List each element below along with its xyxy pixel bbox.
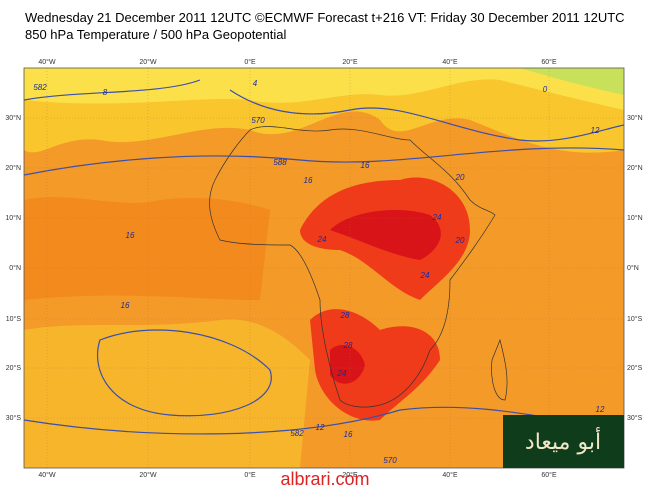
lat-label-right: 30°N [627, 114, 643, 122]
lat-label-right: 0°N [627, 264, 639, 272]
contour-label: 28 [343, 341, 353, 350]
lon-label-top: 60°E [541, 58, 557, 66]
lat-label-right: 10°N [627, 214, 643, 222]
lon-label-bottom: 60°E [541, 471, 557, 479]
contour-label: 16 [126, 231, 135, 240]
lon-label-top: 40°E [442, 58, 458, 66]
lat-label-right: 20°N [627, 164, 643, 172]
lon-label-top: 0°E [244, 58, 256, 66]
contour-label: 24 [432, 213, 442, 222]
contour-label: 570 [251, 116, 265, 125]
lat-label-right: 20°S [627, 364, 643, 372]
contour-label: 12 [316, 423, 325, 432]
lat-label-left: 10°S [6, 315, 22, 323]
subtitle: 850 hPa Temperature / 500 hPa Geopotenti… [25, 27, 287, 42]
title: Wednesday 21 December 2011 12UTC ©ECMWF … [25, 10, 625, 25]
lon-label-bottom: 20°W [139, 471, 157, 479]
map-area: 582 570 588 8 12 16 16 16 20 20 24 24 24 28 28 24 16 12 16… [24, 68, 624, 468]
lon-label-bottom: 20°E [342, 471, 358, 479]
lat-label-left: 30°S [6, 414, 22, 422]
watermark-arabic: أبو ميعاد [525, 427, 601, 455]
contour-label: 588 [273, 158, 287, 167]
contour-label: 12 [591, 126, 600, 135]
contour-label: 20 [455, 236, 465, 245]
contour-label: 20 [455, 173, 465, 182]
contour-label: 24 [317, 235, 327, 244]
contour-label: 24 [420, 271, 430, 280]
contour-label: 0 [543, 85, 548, 94]
contour-label: 582 [33, 83, 47, 92]
contour-label: 16 [344, 430, 353, 439]
contour-label: 8 [103, 88, 108, 97]
contour-label: 16 [304, 176, 313, 185]
lat-label-left: 30°N [5, 114, 21, 122]
contour-label: 16 [361, 161, 370, 170]
contour-label: 24 [337, 369, 347, 378]
lon-label-bottom: 40°W [38, 471, 56, 479]
map-frame [23, 67, 625, 469]
lat-label-left: 0°N [9, 264, 21, 272]
lon-label-bottom: 0°E [244, 471, 256, 479]
watermark-site: albrari.com [280, 469, 369, 488]
contour-label: 12 [596, 405, 605, 414]
lat-label-left: 20°N [5, 164, 21, 172]
lat-label-left: 10°N [5, 214, 21, 222]
watermark-box [503, 415, 624, 468]
contour-label: 4 [253, 79, 258, 88]
lon-label-bottom: 40°E [442, 471, 458, 479]
lon-label-top: 20°W [139, 58, 157, 66]
contour-label: 28 [340, 311, 350, 320]
graticule [24, 68, 624, 468]
lat-label-right: 10°S [627, 315, 643, 323]
contour-label: 16 [121, 301, 130, 310]
lat-label-right: 30°S [627, 414, 643, 422]
lon-label-top: 40°W [38, 58, 56, 66]
contour-label: 582 [290, 429, 304, 438]
lat-label-left: 20°S [6, 364, 22, 372]
lon-label-top: 20°E [342, 58, 358, 66]
contour-label: 570 [383, 456, 397, 465]
